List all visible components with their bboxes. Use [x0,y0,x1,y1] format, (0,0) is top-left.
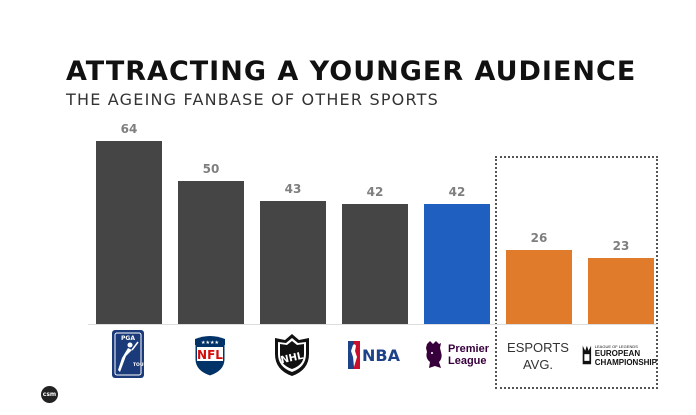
nba-player-icon [348,341,361,369]
avg-text: AVG. [522,357,554,372]
nfl-logo: ★★★★ NFL [175,327,245,383]
chart-title: ATTRACTING A YOUNGER AUDIENCE [66,56,637,87]
lec-text: LEAGUE OF LEGENDS EUROPEAN CHAMPIONSHIP [595,344,657,367]
nhl-logo: NHL [257,327,327,383]
nfl-shield-icon: ★★★★ NFL [194,335,226,377]
bar-european-championship [588,258,654,324]
premier-league-lion-icon [426,341,442,368]
bar-esports-avg- [506,250,572,324]
data-label: 50 [202,162,220,176]
esports-highlight-box [495,156,658,389]
pga-tour-shield-icon: PGA TOUR [112,330,148,378]
bar-nhl [260,201,326,324]
premier-text: Premier [448,343,489,355]
bar-nfl [178,181,244,324]
pga-text: PGA [121,335,135,342]
esports-text: ESPORTS [507,340,569,355]
data-label: 26 [530,231,548,245]
data-label: 43 [284,182,302,196]
tour-text: TOUR [133,362,148,368]
bar-premier-league [424,204,490,324]
esports-avg-label: ESPORTS AVG. [503,334,573,378]
data-label: 42 [366,185,384,199]
premier-league-logo: Premier League [417,327,495,383]
nfl-text: NFL [197,348,223,362]
european-text: EUROPEAN [594,348,641,358]
nba-logo: NBA [339,327,409,383]
nba-text: NBA [362,345,400,365]
bar-nba [342,204,408,324]
data-label: 23 [612,239,630,253]
nhl-text: NHL [280,351,306,367]
lec-emblem-icon [582,345,592,365]
data-label: 42 [448,185,466,199]
championship-text: CHAMPIONSHIP [594,357,657,367]
chart-subtitle: THE AGEING FANBASE OF OTHER SPORTS [66,90,439,109]
nhl-shield-icon: NHL [275,334,309,376]
data-label: 64 [120,122,138,136]
nfl-stars-icon: ★★★★ [201,340,219,346]
csm-brand-logo: csm [41,386,58,403]
bar-pga-tour [96,141,162,324]
league-text: League [448,355,487,367]
premier-league-text: Premier League [448,343,489,367]
pga-tour-logo: PGA TOUR [93,327,163,383]
lec-logo: LEAGUE OF LEGENDS EUROPEAN CHAMPIONSHIP [581,327,657,383]
x-axis-baseline [88,324,658,325]
lec-top-text: LEAGUE OF LEGENDS [594,343,638,349]
